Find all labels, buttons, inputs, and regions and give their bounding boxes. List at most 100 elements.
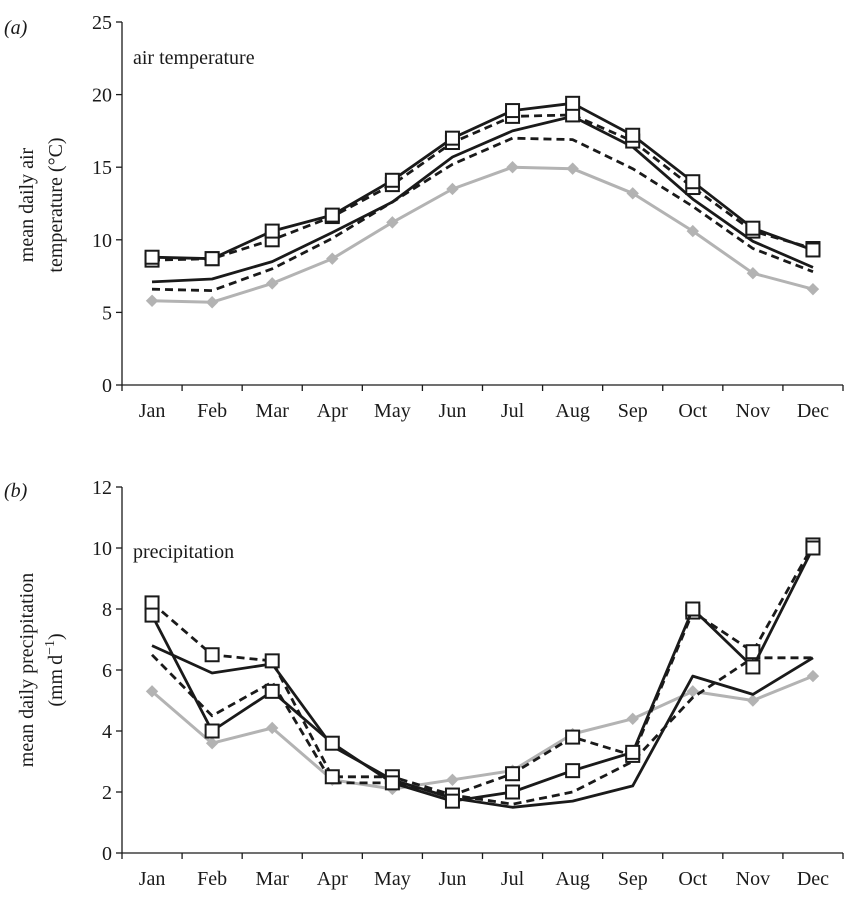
series-line-5 xyxy=(151,101,814,261)
data-point xyxy=(745,659,761,675)
data-point xyxy=(565,729,581,745)
panel-b-title: precipitation xyxy=(133,541,234,563)
data-point xyxy=(386,216,399,229)
panel-a-ylabel-line2: temperature (°C) xyxy=(45,137,67,272)
data-point xyxy=(204,647,220,663)
x-tick-label: Dec xyxy=(797,400,829,422)
x-tick-label: Apr xyxy=(317,400,348,422)
data-point xyxy=(745,220,761,236)
x-tick-label: Nov xyxy=(736,400,770,422)
data-point xyxy=(565,763,581,779)
x-tick-label: Feb xyxy=(197,868,227,890)
data-point xyxy=(686,224,699,238)
series-line-4 xyxy=(151,113,814,262)
data-point xyxy=(506,160,519,174)
x-tick-label: Mar xyxy=(256,868,290,890)
panel-a-label: (a) xyxy=(4,17,28,39)
y-tick-label: 10 xyxy=(92,230,112,252)
x-tick-label: Jan xyxy=(139,868,166,890)
panel-a-title: air temperature xyxy=(133,47,255,69)
data-point xyxy=(805,242,821,258)
x-tick-label: Nov xyxy=(736,868,770,890)
data-point xyxy=(626,187,639,200)
data-point xyxy=(625,127,641,143)
panel-b-ylabel-exponent: −1 xyxy=(43,640,58,655)
data-point xyxy=(384,775,400,791)
data-point xyxy=(324,207,340,223)
y-tick-label: 0 xyxy=(102,843,112,865)
y-tick-label: 2 xyxy=(102,782,112,804)
series-line-5 xyxy=(150,547,815,803)
x-tick-label: Sep xyxy=(618,868,648,890)
data-point xyxy=(566,162,579,175)
data-point xyxy=(266,721,279,735)
y-tick-label: 5 xyxy=(102,302,112,324)
data-point xyxy=(326,252,339,265)
panel-a-axes: 0 5 10 15 20 25 Jan Feb Mar Apr May Jun Jul Aug Sep Oct… xyxy=(92,12,844,422)
x-tick-label: Apr xyxy=(317,868,348,890)
x-tick-label: Jul xyxy=(501,400,525,422)
x-tick-label: Oct xyxy=(678,400,707,422)
data-point xyxy=(446,182,459,196)
data-point xyxy=(565,95,581,111)
x-tick-label: Jun xyxy=(439,868,467,890)
y-tick-label: 25 xyxy=(92,12,112,34)
data-point xyxy=(204,251,220,267)
series-line-3 xyxy=(151,115,814,284)
panel-b-axes: 0 2 4 6 8 10 12 Jan Feb Mar Apr May Jun Jul Aug Sep Oct N… xyxy=(92,477,844,890)
y-tick-label: 6 xyxy=(102,660,112,682)
data-point xyxy=(144,607,160,623)
series-line-4 xyxy=(151,544,815,797)
data-point xyxy=(505,766,521,782)
data-point xyxy=(686,685,699,698)
x-tick-label: Oct xyxy=(678,868,707,890)
x-tick-label: Aug xyxy=(555,868,589,890)
series-line-3 xyxy=(151,644,814,809)
x-tick-label: Jun xyxy=(439,400,467,422)
data-point xyxy=(324,769,340,785)
panel-a-plot-area xyxy=(144,95,821,309)
data-point xyxy=(685,601,701,617)
x-tick-label: May xyxy=(374,868,411,890)
series-line-2 xyxy=(151,136,814,293)
panel-b-plot-area xyxy=(144,537,821,809)
x-tick-label: Feb xyxy=(197,400,227,422)
panel-b-ylabel-close: ) xyxy=(45,633,67,640)
data-point xyxy=(444,130,460,146)
data-point xyxy=(806,282,820,296)
data-point xyxy=(144,249,160,265)
data-point xyxy=(205,736,219,750)
y-tick-label: 12 xyxy=(92,477,112,499)
data-point xyxy=(145,294,159,307)
data-point xyxy=(264,683,280,699)
x-tick-label: May xyxy=(374,400,411,422)
data-point xyxy=(204,723,220,739)
data-point xyxy=(144,595,160,611)
x-tick-label: Jul xyxy=(501,868,525,890)
data-point xyxy=(264,223,280,239)
x-tick-label: Sep xyxy=(618,400,648,422)
data-point xyxy=(446,773,459,787)
panel-b-ylabel-line1: mean daily precipitation xyxy=(16,573,38,767)
y-tick-label: 20 xyxy=(92,85,112,107)
data-point xyxy=(384,172,400,188)
data-point xyxy=(626,712,639,726)
y-tick-label: 0 xyxy=(102,375,112,397)
series-line-1 xyxy=(151,674,814,791)
panel-a-ylabel-line1: mean daily air xyxy=(16,147,38,262)
panel-b-label: (b) xyxy=(4,480,28,502)
data-point xyxy=(444,793,460,809)
y-tick-label: 4 xyxy=(102,721,112,743)
x-tick-label: Dec xyxy=(797,868,829,890)
x-tick-label: Jan xyxy=(139,400,166,422)
panel-b-ylabel-unit: (mm d xyxy=(45,655,67,707)
y-tick-label: 10 xyxy=(92,538,112,560)
y-tick-label: 15 xyxy=(92,157,112,179)
data-point xyxy=(746,266,760,280)
panel-a: (a) air temperature mean daily air tempe… xyxy=(4,12,844,422)
data-point xyxy=(505,784,521,800)
data-point xyxy=(806,669,820,683)
series-line-1 xyxy=(151,165,814,304)
panel-b: (b) precipitation mean daily precipitati… xyxy=(4,477,844,890)
